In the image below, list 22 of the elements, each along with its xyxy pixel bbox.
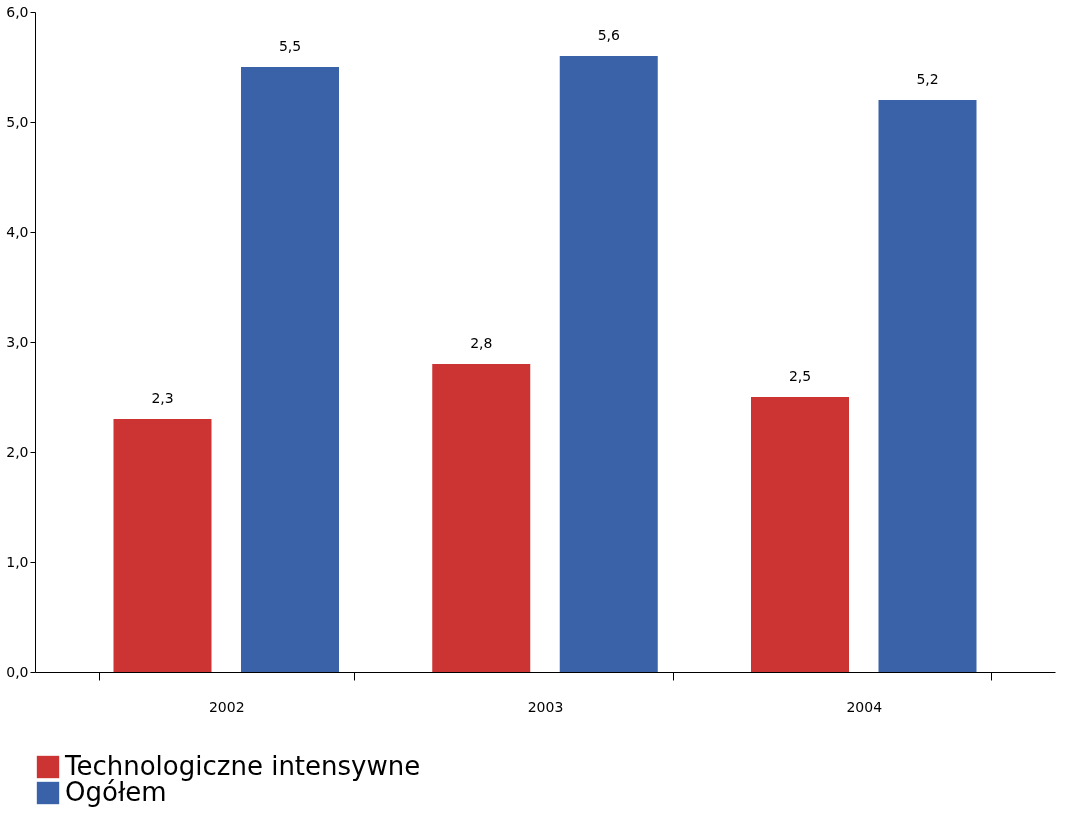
data-label: 2,3 xyxy=(151,390,174,406)
data-label: 2,8 xyxy=(470,335,493,351)
data-label: 5,5 xyxy=(278,38,302,54)
y-tick-label: 2,0 xyxy=(6,443,29,460)
y-tick-label: 4,0 xyxy=(6,223,29,240)
y-tick-label: 3,0 xyxy=(6,333,29,350)
y-tick-label: 0,0 xyxy=(6,663,29,680)
x-tick-label: 2002 xyxy=(208,698,245,715)
y-tick-label: 6,0 xyxy=(6,3,29,20)
bar xyxy=(241,67,339,672)
bar xyxy=(113,419,212,672)
data-label: 5,2 xyxy=(916,71,939,87)
y-tick-label: 1,0 xyxy=(6,553,29,570)
data-label: 5,6 xyxy=(597,27,620,43)
y-tick-label: 5,0 xyxy=(6,113,29,130)
data-label: 2,5 xyxy=(788,368,812,384)
bar xyxy=(751,397,849,672)
bar xyxy=(559,56,658,672)
x-tick-label: 2004 xyxy=(846,698,883,715)
bar xyxy=(432,364,531,672)
x-tick-label: 2003 xyxy=(527,698,564,715)
bar xyxy=(878,100,977,672)
